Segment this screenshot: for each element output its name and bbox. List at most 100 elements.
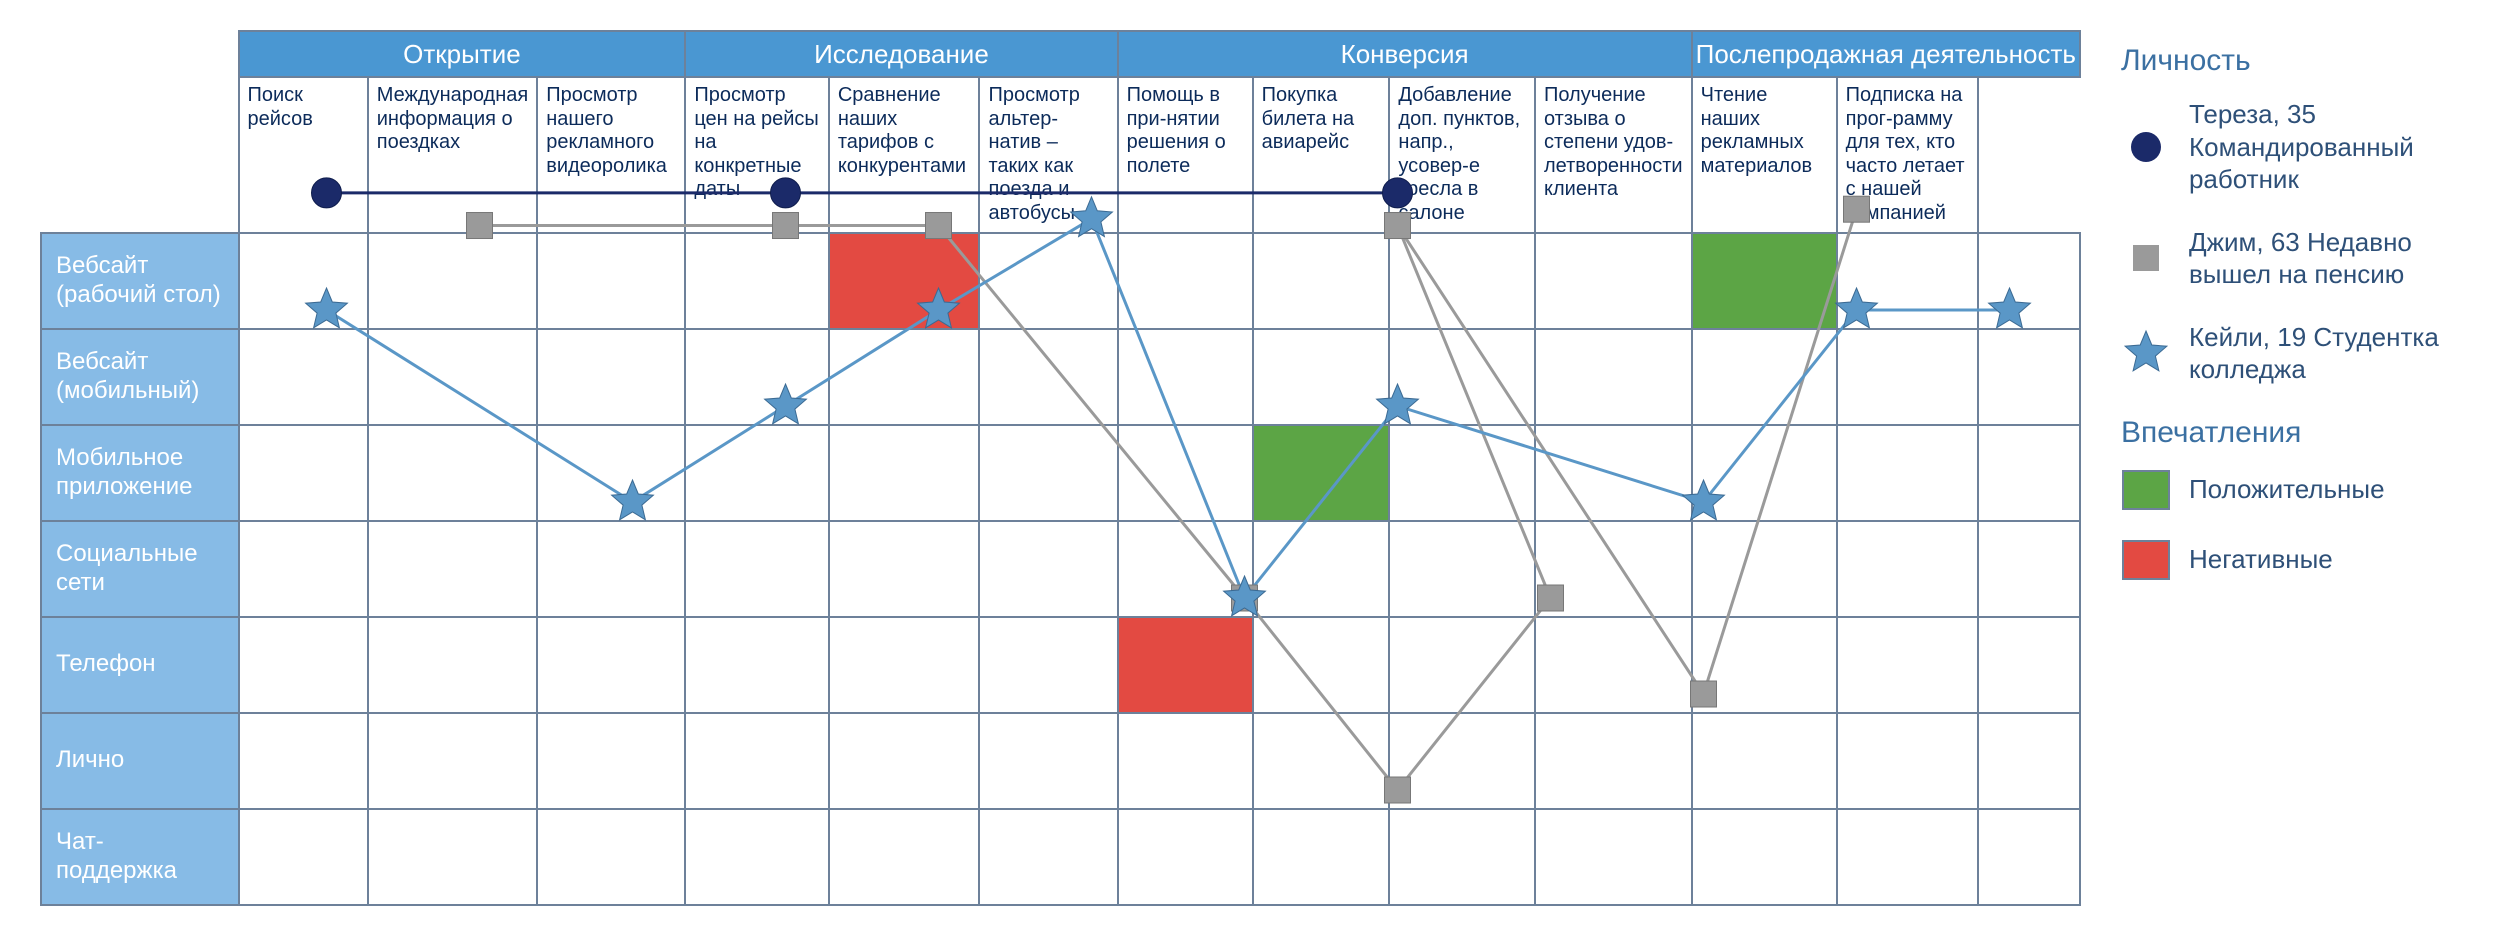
grid-cell [829,617,980,713]
legend-persona-tereza: Тереза, 35 Командированный работник [2121,98,2470,196]
grid-cell [1253,713,1390,809]
grid-cell [1118,521,1253,617]
grid-cell [685,809,829,905]
grid-cell [239,809,368,905]
step-header: Чтение наших рекламных материалов [1692,77,1837,233]
grid-cell [239,713,368,809]
grid-cell [979,713,1117,809]
grid-cell [1978,425,2080,521]
channel-header: Социальные сети [41,521,239,617]
grid-cell [685,617,829,713]
grid-cell [1978,713,2080,809]
grid-cell [1253,425,1390,521]
channel-header: Вебсайт (рабочий стол) [41,233,239,329]
legend-persona-title: Личность [2121,44,2470,78]
grid-cell [537,329,685,425]
grid-cell [1978,233,2080,329]
step-header: Международная информация о поездках [368,77,537,233]
grid-cell [979,233,1117,329]
channel-header: Мобильное приложение [41,425,239,521]
grid-cell [537,425,685,521]
grid-cell [1253,809,1390,905]
grid-cell [1253,617,1390,713]
grid-cell [1253,329,1390,425]
legend-persona-keili: Кейли, 19 Студентка колледжа [2121,321,2470,386]
grid-cell [829,329,980,425]
grid-cell [1535,425,1692,521]
grid-cell [368,329,537,425]
grid-cell [979,617,1117,713]
grid-cell [368,617,537,713]
stage-header: Послепродажная деятельность [1692,31,2080,77]
step-header: Добавление доп. пунктов, напр., усовер-е… [1389,77,1535,233]
channel-header: Телефон [41,617,239,713]
grid-cell [979,329,1117,425]
stage-header: Исследование [685,31,1117,77]
grid-cell [1535,233,1692,329]
legend-persona-label: Джим, 63 Недавно вышел на пенсию [2189,226,2470,291]
grid-cell [1389,521,1535,617]
grid-cell [239,617,368,713]
grid-cell [1535,521,1692,617]
grid-cell [829,233,980,329]
legend-impressions-title: Впечатления [2121,416,2470,450]
step-header: Просмотр цен на рейсы на конкретные даты [685,77,829,233]
grid-cell [1837,809,1978,905]
grid-cell [537,713,685,809]
grid-cell [979,809,1117,905]
legend-negative-label: Негативные [2189,543,2333,576]
grid-cell [537,233,685,329]
grid-cell [1389,329,1535,425]
grid-cell [368,809,537,905]
grid-cell [1118,713,1253,809]
grid-cell [829,521,980,617]
grid-cell [1118,329,1253,425]
grid-cell [979,521,1117,617]
grid-cell [1253,521,1390,617]
grid-cell [829,713,980,809]
step-header: Просмотр нашего рекламного видеоролика [537,77,685,233]
grid-cell [685,713,829,809]
grid-cell [1535,329,1692,425]
grid-cell [979,425,1117,521]
grid-cell [1118,809,1253,905]
step-header: Сравнение наших тарифов с конкурентами [829,77,980,233]
grid-cell [239,521,368,617]
grid-cell [1837,329,1978,425]
grid-cell [1837,521,1978,617]
grid-cell [1389,713,1535,809]
step-header: Просмотр альтер-натив – таких как поезда… [979,77,1117,233]
grid-cell [1692,425,1837,521]
grid-cell [1389,233,1535,329]
grid-cell [1837,713,1978,809]
grid-cell [685,425,829,521]
step-header: Поиск рейсов [239,77,368,233]
grid-cell [1692,713,1837,809]
legend-negative: Негативные [2121,540,2470,580]
grid-cell [1692,617,1837,713]
grid-cell [537,521,685,617]
grid-cell [239,233,368,329]
channel-header: Лично [41,713,239,809]
grid-cell [1535,809,1692,905]
channel-header: Чат-поддержка [41,809,239,905]
grid-cell [1535,617,1692,713]
grid-cell [1535,713,1692,809]
grid-cell [1118,425,1253,521]
grid-cell [685,521,829,617]
grid-cell [1978,809,2080,905]
journey-map-grid: ОткрытиеИсследованиеКонверсияПослепродаж… [40,30,2081,906]
grid-cell [1692,809,1837,905]
grid-cell [685,329,829,425]
grid-cell [537,809,685,905]
grid-cell [1389,809,1535,905]
grid-cell [1837,617,1978,713]
grid-cell [368,425,537,521]
channel-header: Вебсайт (мобильный) [41,329,239,425]
step-header: Покупка билета на авиарейс [1253,77,1390,233]
grid-cell [1118,233,1253,329]
grid-cell [239,329,368,425]
grid-cell [829,809,980,905]
stage-header: Конверсия [1118,31,1692,77]
grid-cell [1978,329,2080,425]
